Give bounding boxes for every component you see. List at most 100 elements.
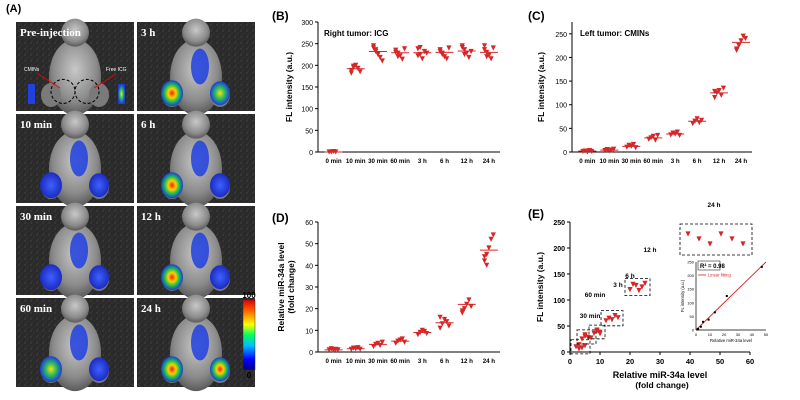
data-point	[370, 43, 377, 49]
x-tick-label: 12 h	[713, 158, 726, 165]
y-tick-label: 200	[555, 55, 567, 62]
x-tick-label: 60 min	[390, 158, 410, 165]
liver-signal	[70, 324, 88, 361]
data-point	[582, 343, 588, 349]
inset-x-tick-label: 0	[695, 332, 698, 337]
data-point	[459, 308, 465, 314]
y-tick-label: 250	[553, 220, 565, 227]
mouse-body	[49, 39, 101, 116]
data-point	[615, 315, 621, 321]
x-tick-label: 10	[596, 357, 604, 366]
inset-data-point	[697, 327, 700, 330]
inset-data-point	[702, 320, 704, 323]
chart-title: Left tumor: CMINs	[580, 29, 650, 38]
inset-fit-line	[695, 261, 767, 331]
y-tick-label: 50	[557, 324, 565, 331]
data-point	[576, 342, 582, 348]
data-point	[597, 331, 603, 337]
data-point	[461, 47, 468, 53]
right-tumor-signal	[210, 81, 230, 106]
inset-y-tick-label: 150	[687, 287, 694, 292]
imaging-tile: 10 min	[16, 110, 134, 208]
chart-c: 0 50 100 150 200 250 0 min 10 min 30 min 60 min 3 …	[536, 22, 752, 165]
chart-d: 0 10 20 30 40 50 60 0 min 10 min 30 min 60 min 3 h 6…	[276, 220, 500, 365]
x-tick-label: 24 h	[735, 158, 748, 165]
data-point	[579, 336, 585, 342]
x-tick-label: 50	[716, 357, 724, 366]
right-tumor-signal	[89, 357, 109, 382]
mouse-head	[61, 110, 89, 139]
inset-data-point	[713, 311, 716, 314]
y-tick-label: 0	[561, 350, 565, 357]
data-point	[582, 332, 588, 338]
data-point	[419, 56, 425, 62]
data-point	[603, 318, 609, 324]
data-point	[720, 85, 727, 91]
x-tick-label: 60 min	[390, 358, 410, 365]
y-tick-label: 300	[301, 20, 313, 27]
y-axis-label: FL intensity (a.u.)	[284, 52, 294, 122]
data-point	[488, 236, 494, 242]
inset-data-point	[699, 325, 702, 328]
y-tick-label: 50	[305, 242, 313, 249]
mouse-head	[182, 294, 210, 323]
group-box	[600, 310, 624, 327]
y-tick-label: 0	[309, 350, 313, 357]
tile-label: 3 h	[141, 27, 155, 39]
y-axis-label: (fold change)	[286, 260, 296, 314]
data-point	[588, 335, 594, 341]
tile-label: 6 h	[141, 119, 155, 131]
x-tick-label: 60 min	[643, 158, 663, 165]
data-point	[481, 258, 488, 264]
panel-label-c: (C)	[528, 9, 545, 23]
data-point	[399, 56, 405, 62]
data-point	[350, 63, 357, 69]
x-tick-label: 30 min	[368, 158, 388, 165]
x-tick-label: 24 h	[483, 358, 496, 365]
data-point	[375, 51, 381, 58]
group-box	[588, 324, 606, 340]
data-point	[594, 327, 600, 333]
tile-label: 60 min	[20, 303, 52, 315]
inset-y-tick-label: 0	[692, 328, 695, 333]
y-tick-label: 150	[301, 85, 313, 92]
data-point	[650, 133, 656, 139]
colorbar: 100 0	[242, 291, 256, 380]
mouse-head	[182, 18, 210, 47]
panel-label-a: (A)	[6, 3, 22, 15]
tile-label: 24 h	[141, 303, 161, 315]
inset-x-tick-label: 30	[736, 332, 741, 337]
group-box	[570, 339, 591, 355]
data-point	[415, 53, 421, 59]
y-tick-label: 100	[553, 298, 565, 305]
mouse-leg-right	[89, 82, 109, 107]
data-point	[655, 132, 661, 139]
liver-signal	[191, 140, 209, 177]
data-point	[490, 45, 496, 51]
y-tick-label: 50	[305, 128, 313, 135]
group-box	[679, 223, 753, 256]
data-point	[484, 262, 490, 268]
inset-data-point	[725, 295, 728, 297]
mouse-head	[61, 18, 89, 47]
data-point	[639, 284, 645, 290]
x-tick-label: 0 min	[325, 158, 341, 165]
imaging-tile: 24 h	[137, 294, 255, 392]
data-point	[611, 146, 617, 152]
data-point	[698, 117, 705, 123]
inset-data-point	[707, 318, 710, 321]
y-tick-label: 250	[555, 32, 567, 39]
inset-y-tick-label: 200	[687, 273, 694, 278]
y-tick-label: 200	[301, 63, 313, 70]
mouse-head	[182, 202, 210, 231]
data-point	[466, 297, 472, 303]
x-tick-label: 24 h	[483, 158, 496, 165]
right-tumor-signal	[210, 265, 230, 290]
inset-y-tick-label: 100	[687, 300, 694, 305]
data-point	[707, 241, 713, 247]
data-point	[642, 280, 648, 286]
data-point	[415, 332, 421, 338]
left-tumor-signal	[161, 264, 183, 291]
data-point	[446, 323, 452, 329]
